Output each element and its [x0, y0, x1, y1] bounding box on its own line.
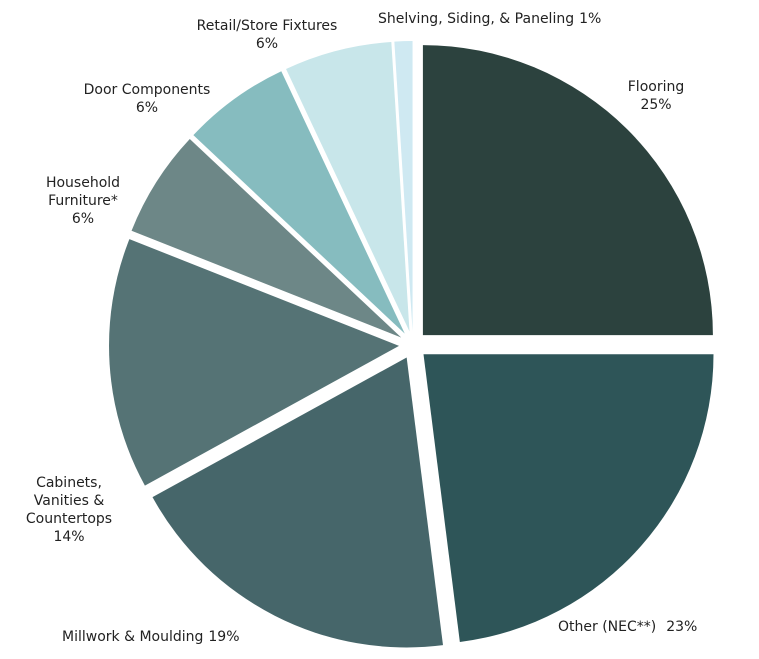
slice-label: Other (NEC**) 23% — [558, 618, 697, 636]
value-label: 6% — [255, 36, 279, 52]
category-label: Door Components — [83, 82, 211, 98]
pie-slice — [152, 357, 443, 648]
category-label: Millwork & Moulding — [62, 629, 204, 645]
category-label: Cabinets, Vanities & Countertops — [25, 475, 113, 527]
value-label: 14% — [53, 529, 85, 545]
slice-label: Door Components 6% — [62, 81, 232, 117]
slice-label: Cabinets, Vanities & Countertops 14% — [14, 474, 124, 546]
value-label: 6% — [71, 211, 95, 227]
pie-slice — [394, 41, 413, 332]
value-label: 19% — [208, 629, 240, 645]
category-label: Other (NEC**) — [558, 619, 657, 635]
pie-slice — [286, 42, 410, 332]
category-label: Flooring — [627, 79, 685, 95]
slice-label: Shelving, Siding, & Paneling 1% — [378, 10, 601, 28]
value-label: 25% — [640, 97, 672, 113]
slice-label: Retail/Store Fixtures 6% — [177, 17, 357, 53]
pie-slice — [422, 45, 713, 336]
slice-label: Household Furniture* 6% — [28, 174, 138, 228]
value-label: 23% — [666, 619, 698, 635]
pie-slice — [193, 71, 405, 334]
value-label: 6% — [135, 100, 159, 116]
slice-label: Flooring 25% — [596, 78, 716, 114]
pie-slice — [109, 239, 400, 486]
value-label: 1% — [579, 11, 602, 27]
pie-slice — [131, 138, 402, 338]
category-label: Retail/Store Fixtures — [196, 18, 338, 34]
category-label: Household Furniture* — [45, 175, 121, 209]
pie-slice — [423, 354, 714, 642]
category-label: Shelving, Siding, & Paneling — [378, 11, 575, 27]
slice-label: Millwork & Moulding 19% — [62, 628, 240, 646]
